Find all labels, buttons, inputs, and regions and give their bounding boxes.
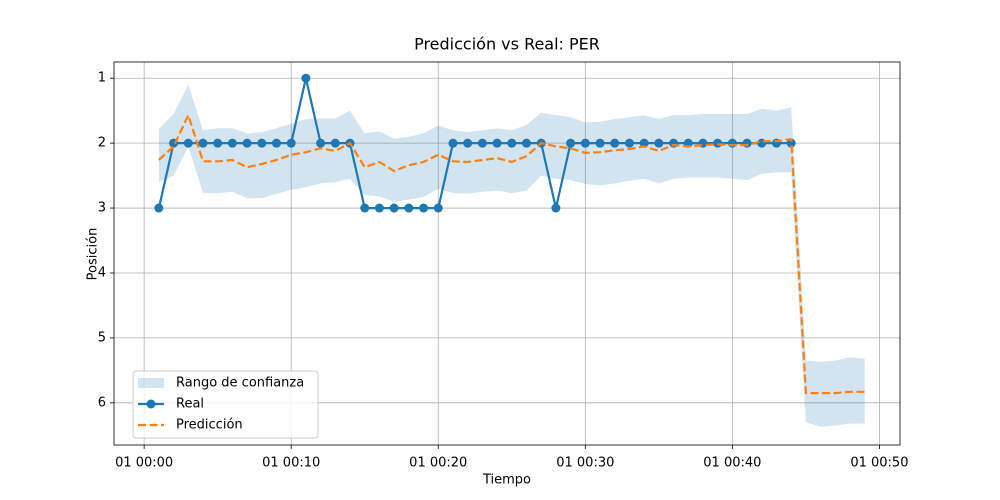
data-point xyxy=(286,138,296,148)
data-point xyxy=(566,138,576,148)
data-point xyxy=(330,138,340,148)
data-point xyxy=(360,203,370,213)
data-point xyxy=(580,138,590,148)
y-tick-label: 6 xyxy=(98,395,106,410)
legend-marker xyxy=(146,399,156,409)
legend-swatch xyxy=(138,378,164,388)
x-tick-label: 01 00:20 xyxy=(409,456,467,471)
legend-box xyxy=(132,370,319,439)
data-point xyxy=(727,138,737,148)
y-tick-label: 5 xyxy=(98,330,106,345)
x-tick-label: 01 00:30 xyxy=(556,456,614,471)
data-point xyxy=(595,138,605,148)
data-point xyxy=(521,138,531,148)
legend-label: Real xyxy=(176,397,204,412)
legend-label: Rango de confianza xyxy=(176,376,304,391)
x-tick-label: 01 00:40 xyxy=(703,456,761,471)
x-tick-label: 01 00:00 xyxy=(115,456,173,471)
y-tick-label: 3 xyxy=(98,201,106,216)
data-point xyxy=(227,138,237,148)
data-point xyxy=(154,203,164,213)
x-axis-label: Tiempo xyxy=(482,473,531,488)
data-point xyxy=(271,138,281,148)
data-point xyxy=(433,203,443,213)
data-point xyxy=(198,138,208,148)
data-point xyxy=(257,138,267,148)
data-point xyxy=(551,203,561,213)
data-point xyxy=(492,138,502,148)
data-point xyxy=(316,138,326,148)
data-point xyxy=(463,138,473,148)
series-line xyxy=(158,114,865,395)
data-point xyxy=(477,138,487,148)
data-point xyxy=(639,138,649,148)
plot-frame xyxy=(113,61,901,446)
data-point xyxy=(213,138,223,148)
x-tick-label: 01 00:50 xyxy=(850,456,908,471)
y-tick-label: 1 xyxy=(98,71,106,86)
data-point xyxy=(713,138,723,148)
data-point xyxy=(242,138,252,148)
data-point xyxy=(786,138,796,148)
data-point xyxy=(183,138,193,148)
data-point xyxy=(419,203,429,213)
y-axis-label: Posición xyxy=(86,228,101,281)
data-point xyxy=(448,138,458,148)
data-point xyxy=(507,138,517,148)
data-point xyxy=(404,203,414,213)
data-point xyxy=(742,138,752,148)
confidence-band xyxy=(158,84,865,427)
chart-title: Predicción vs Real: PER xyxy=(414,35,600,54)
legend-label: Predicción xyxy=(176,418,243,433)
data-point xyxy=(624,138,634,148)
x-tick-label: 01 00:10 xyxy=(262,456,320,471)
data-point xyxy=(389,203,399,213)
data-point xyxy=(654,138,664,148)
data-point xyxy=(610,138,620,148)
data-point xyxy=(374,203,384,213)
y-tick-label: 4 xyxy=(98,265,106,280)
data-point xyxy=(301,73,311,83)
y-tick-label: 2 xyxy=(98,136,106,151)
